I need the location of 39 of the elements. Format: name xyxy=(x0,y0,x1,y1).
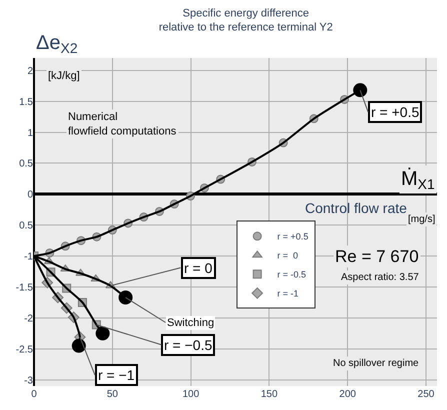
annotation: Re = 7 670 xyxy=(335,247,419,266)
annotation: r = +0.5 xyxy=(371,104,420,120)
y-tick-label: -1 xyxy=(24,252,34,263)
annotation: [mg/s] xyxy=(408,214,436,225)
y-tick-label: -2 xyxy=(24,313,34,324)
y-tick-label: 0 xyxy=(27,190,34,201)
annotation: Numerical flowfield computations xyxy=(68,111,177,138)
y-tick-label: -2.5 xyxy=(16,344,34,356)
y-tick-label: 0.5 xyxy=(19,220,34,232)
point xyxy=(72,338,86,353)
legend-label: r = -0.5 xyxy=(277,270,306,280)
y-tick-label: 0.5 xyxy=(19,158,34,170)
legend-label: r = +0.5 xyxy=(277,232,308,242)
x-tick-label: 100 xyxy=(182,389,200,400)
annotation: Aspect ratio: 3.57 xyxy=(341,272,420,283)
legend-label: r = -1 xyxy=(277,288,299,299)
x-tick-label: 250 xyxy=(418,389,435,400)
y-axis-title: Δe$_{X2}$ xyxy=(36,32,78,56)
annotation: [kJ/kg] xyxy=(48,70,80,82)
y-tick-label: -3 xyxy=(24,375,34,386)
x-tick-label: 200 xyxy=(339,389,356,400)
point xyxy=(96,326,110,340)
annotation: No spillover regime xyxy=(333,358,420,369)
y-tick-label: -1.5 xyxy=(16,282,34,294)
x-tick-label: 150 xyxy=(260,389,278,400)
point xyxy=(353,83,368,98)
y-tick-label: 2 xyxy=(27,66,34,77)
point xyxy=(118,290,133,304)
y-tick-label: 1.5 xyxy=(19,96,34,108)
legend-label: r = 0 xyxy=(277,250,298,261)
annotation: Ṁ$_{X1}$ xyxy=(401,167,436,192)
chart-title: Specific energy difference relative to the reference terminal Y2 xyxy=(158,7,333,34)
annotation: r = −1 xyxy=(98,367,135,383)
annotation: Switching xyxy=(167,317,214,329)
x-tick-label: 50 xyxy=(106,389,118,400)
y-tick-label: 1 xyxy=(27,128,34,139)
x-axis-title: Control flow rate xyxy=(305,200,408,216)
annotation: r = 0 xyxy=(184,260,213,276)
annotation: r = −0.5 xyxy=(164,337,212,353)
